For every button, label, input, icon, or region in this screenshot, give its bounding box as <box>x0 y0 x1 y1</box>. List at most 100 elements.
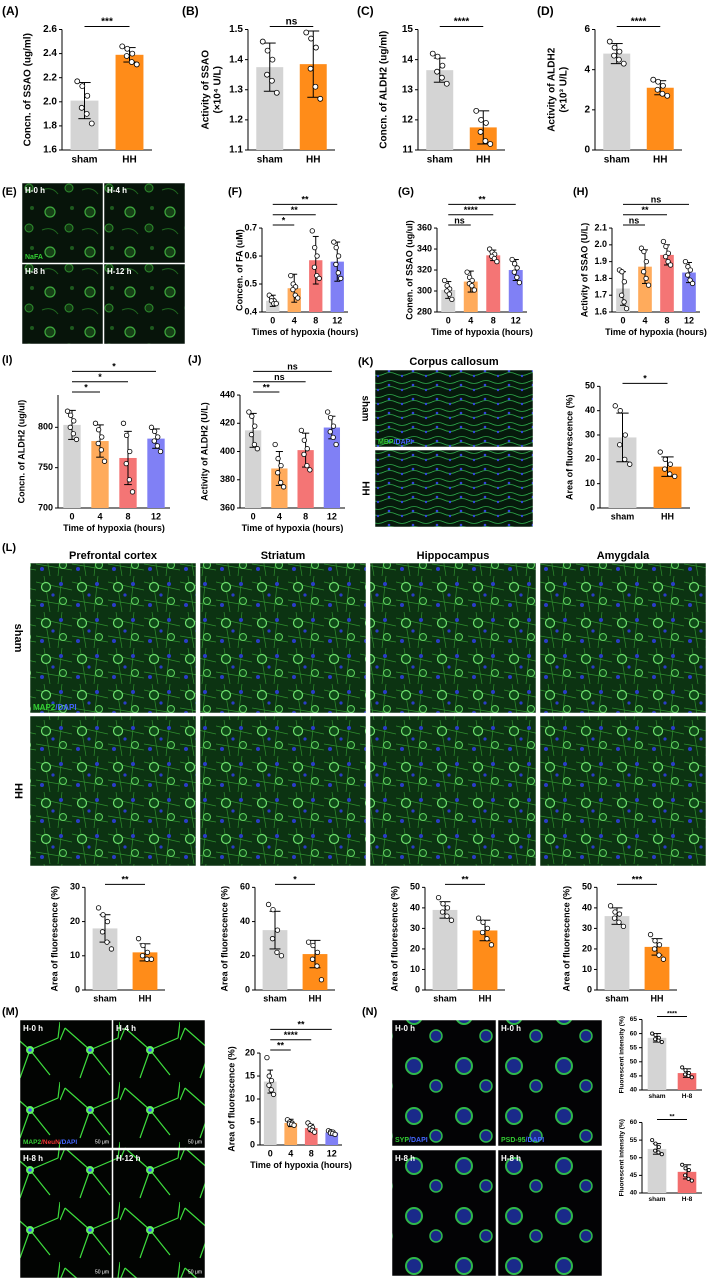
panel-label: (B) <box>182 4 199 18</box>
image-label: HH <box>12 783 24 799</box>
stain-label: PSD-95/DAPI <box>501 1137 544 1144</box>
micrograph <box>103 182 186 264</box>
y-tick-label: 12 <box>402 115 414 126</box>
data-point <box>275 455 281 462</box>
bar <box>271 468 288 508</box>
data-point <box>660 956 667 962</box>
data-point <box>304 446 310 452</box>
y-tick-label: 20 <box>585 454 595 464</box>
data-point <box>95 440 101 447</box>
y-axis-title: Area of fluorescence (%) <box>219 886 229 992</box>
data-point <box>71 418 77 424</box>
data-point <box>140 942 146 949</box>
y-tick-label: 1.8 <box>43 121 57 132</box>
y-axis-title: Concn. of SSAO (ug/ml) <box>23 33 34 146</box>
x-tick-label: sham <box>257 155 283 166</box>
y-tick-label: 2.4 <box>43 48 57 59</box>
data-point <box>656 1038 661 1043</box>
y-tick-label: 20 <box>582 943 592 953</box>
data-point <box>148 956 155 962</box>
image-label: Prefrontal cortex <box>69 550 158 562</box>
data-point <box>643 275 649 282</box>
data-point <box>100 912 106 918</box>
panel-label: (I) <box>2 354 13 366</box>
y-tick-label: 420 <box>220 418 235 428</box>
image-label: Corpus callosum <box>409 356 498 368</box>
data-point <box>607 903 614 909</box>
data-point <box>310 942 316 949</box>
data-point <box>78 104 85 111</box>
data-point <box>439 74 445 81</box>
y-tick-label: 1.6 <box>594 306 607 316</box>
data-point <box>139 953 146 959</box>
data-point <box>478 116 484 123</box>
data-point <box>650 1031 655 1036</box>
micrograph <box>103 263 186 345</box>
y-axis-title: Concen. of FA (uM) <box>234 229 244 311</box>
data-point <box>248 431 255 438</box>
x-tick-label: 8 <box>125 511 130 521</box>
data-point <box>101 458 108 464</box>
x-axis-title: Times of hypoxia (hours) <box>252 327 359 337</box>
x-tick-label: HH <box>661 511 674 521</box>
image-label: (M) <box>2 1006 19 1018</box>
data-point <box>684 272 691 278</box>
y-tick-label: 10 <box>245 1093 255 1103</box>
image-label: H-8 h <box>501 1154 521 1163</box>
image-label: 50 μm <box>95 1269 109 1275</box>
y-tick-label: 2.0 <box>594 239 607 249</box>
x-tick-label: sham <box>433 993 457 1003</box>
data-point <box>313 44 319 51</box>
x-tick-label: 4 <box>292 315 297 325</box>
image-label: Striatum <box>261 550 306 562</box>
x-tick-label: sham <box>263 993 287 1003</box>
significance-label: * <box>282 215 286 225</box>
y-axis-title: Area of fluorescence (%) <box>564 394 574 500</box>
bar <box>147 438 165 508</box>
x-tick-label: sham <box>649 1093 666 1100</box>
data-point <box>617 442 623 448</box>
significance-label: ** <box>301 195 309 205</box>
y-tick-label: 0 <box>590 502 595 512</box>
x-tick-label: HH <box>479 993 492 1003</box>
panel-label: (C) <box>357 4 374 18</box>
data-point <box>295 295 301 301</box>
y-tick-label: 20 <box>70 916 80 926</box>
stain-part: NaFA <box>25 254 43 261</box>
x-tick-label: 4 <box>642 315 647 325</box>
data-point <box>314 253 320 259</box>
data-point <box>660 82 666 89</box>
data-point <box>318 977 325 983</box>
significance-label: **** <box>284 1030 299 1040</box>
data-point <box>291 1122 297 1128</box>
image-label: H-8 h <box>25 267 45 276</box>
data-point <box>314 949 321 956</box>
data-point <box>619 269 625 275</box>
data-point <box>88 120 95 127</box>
micrograph <box>369 715 537 867</box>
y-tick-label: 0.5 <box>244 278 257 288</box>
y-tick-label: 50 <box>630 1059 638 1066</box>
y-tick-label: 40 <box>630 1190 638 1197</box>
bar <box>603 53 631 150</box>
data-point <box>288 272 294 279</box>
data-point <box>64 408 71 414</box>
y-tick-label: 0 <box>250 1139 255 1149</box>
data-point <box>270 906 276 913</box>
data-point <box>274 949 280 956</box>
bar <box>263 1081 277 1145</box>
y-tick-label: 40 <box>240 916 250 926</box>
data-point <box>307 65 314 72</box>
y-tick-label: 45 <box>630 1172 638 1179</box>
significance-label: **** <box>454 17 470 28</box>
data-point <box>657 449 663 455</box>
y-axis-title: Fluorescent intensity (%) <box>619 1016 626 1093</box>
y-tick-label: 40 <box>582 902 592 912</box>
data-point <box>272 441 278 448</box>
panel-label: (A) <box>2 4 19 18</box>
y-tick-label: 50 <box>630 1154 638 1161</box>
data-point <box>151 428 158 435</box>
bar <box>647 1037 667 1090</box>
data-point <box>74 78 81 85</box>
